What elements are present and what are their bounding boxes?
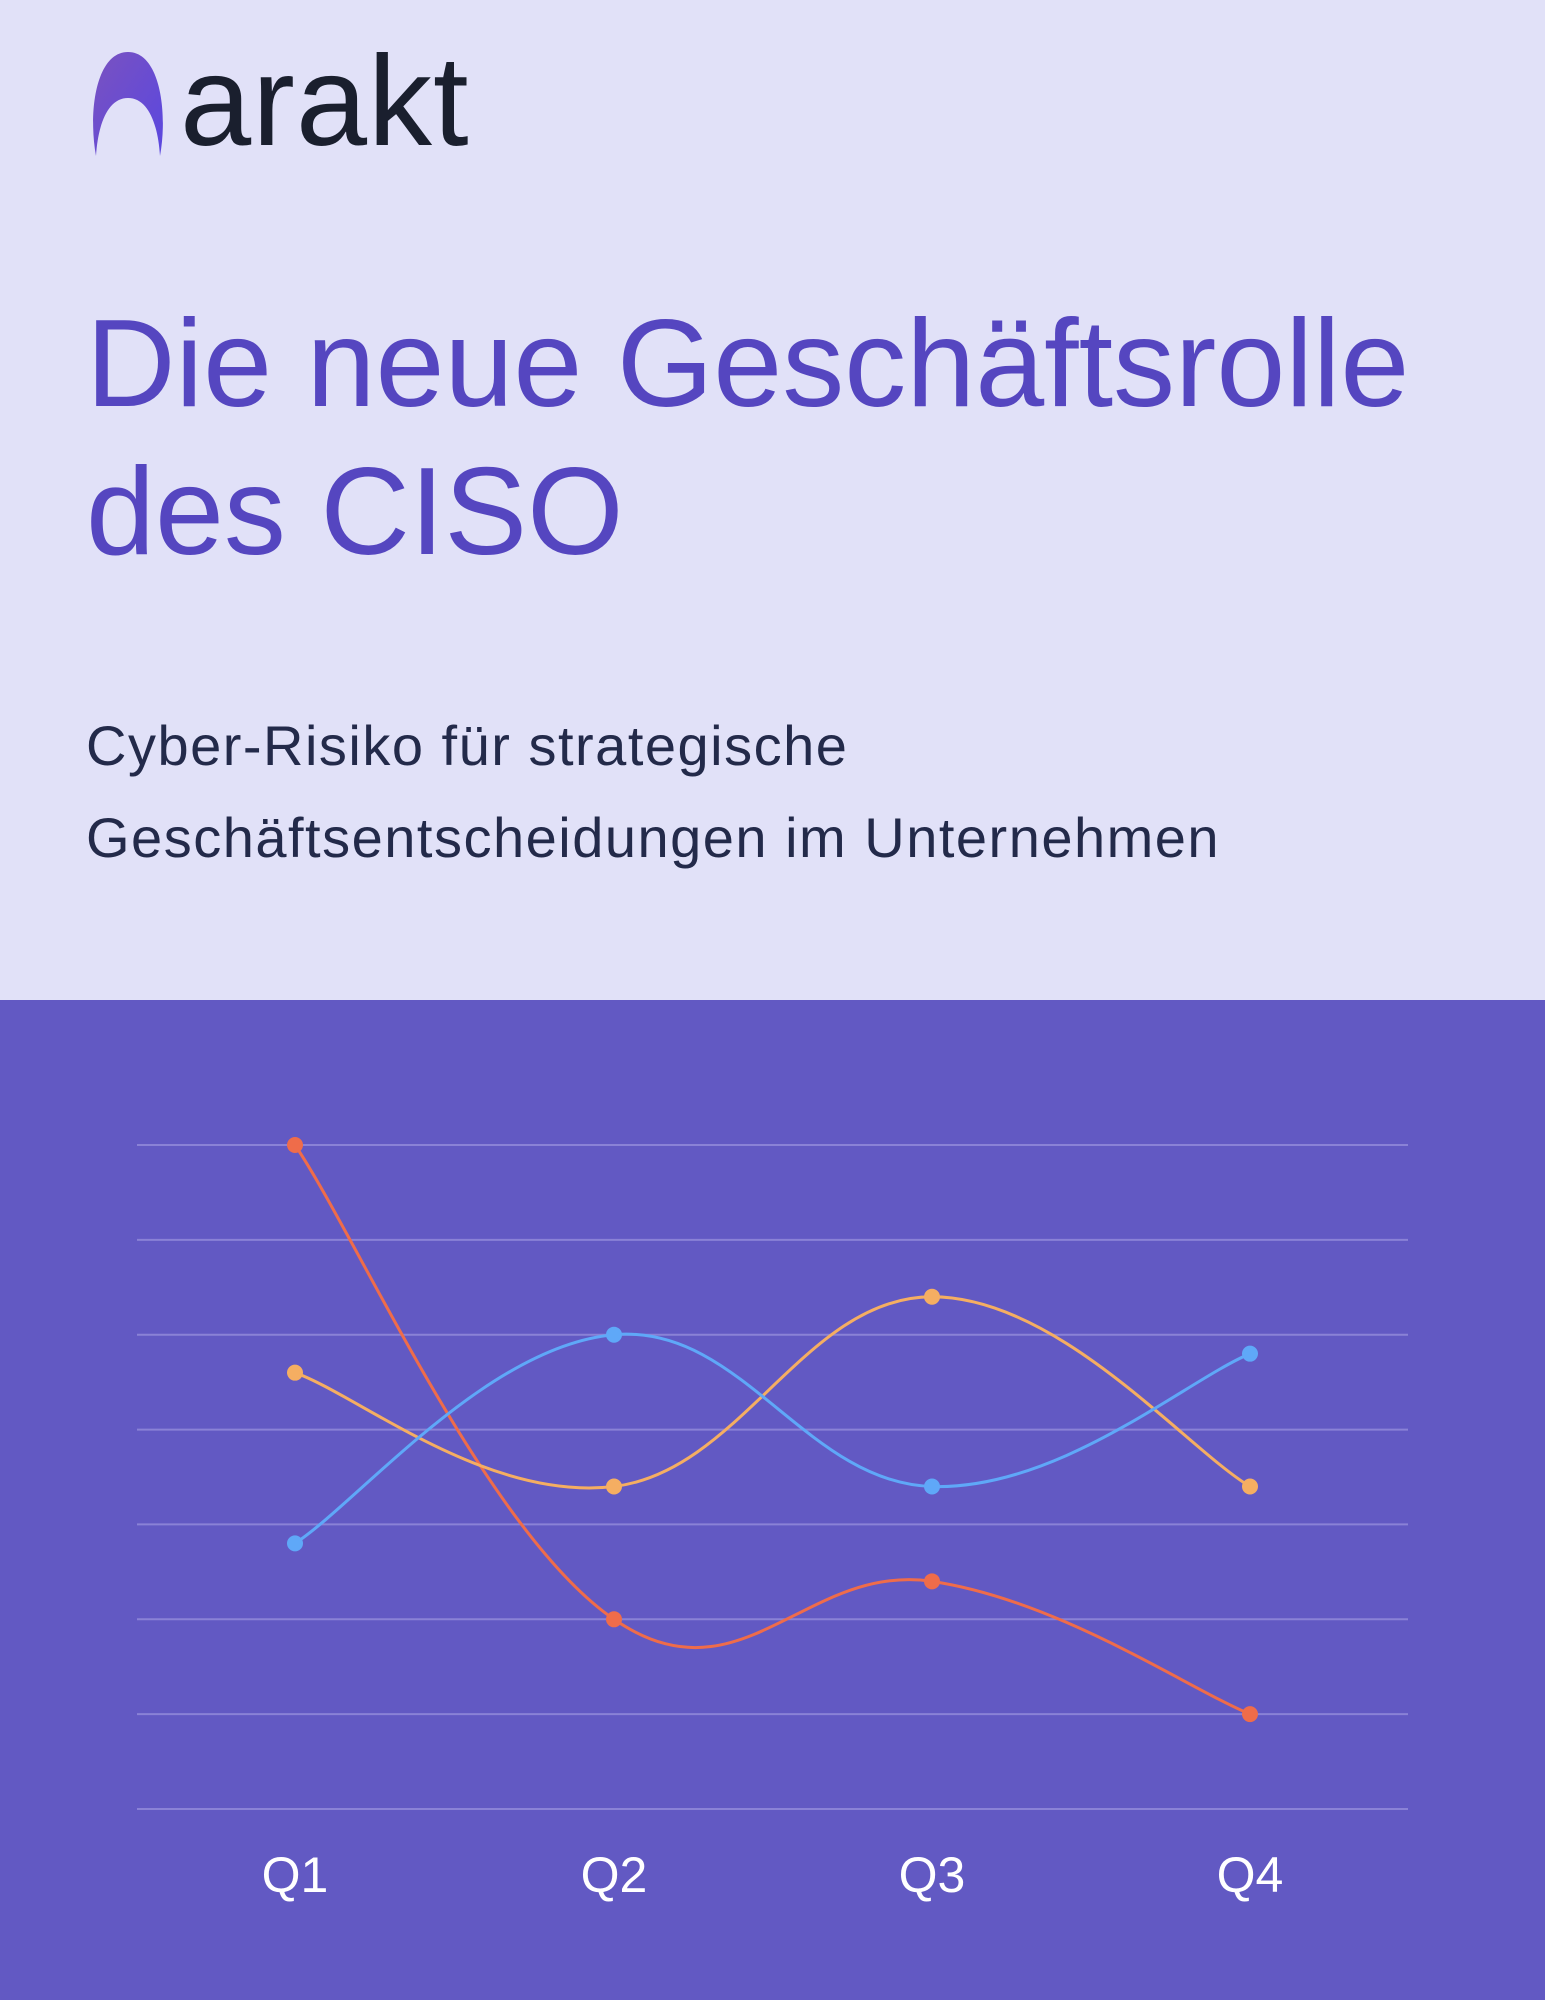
x-tick-label: Q2 xyxy=(581,1847,648,1903)
data-point xyxy=(1242,1345,1258,1362)
data-point xyxy=(924,1478,940,1495)
page-title: Die neue Geschäftsrolle des CISO xyxy=(86,290,1409,586)
line-chart: Q1 Q2 Q3 Q4 xyxy=(137,1137,1408,1903)
brand-name: arakt xyxy=(180,30,470,173)
data-point xyxy=(606,1611,622,1628)
subtitle-line: Cyber-Risiko für strategische xyxy=(86,714,849,777)
data-point xyxy=(287,1137,303,1153)
data-point xyxy=(287,1535,303,1552)
x-tick-label: Q4 xyxy=(1217,1847,1284,1903)
data-point xyxy=(1242,1706,1258,1723)
x-tick-label: Q1 xyxy=(262,1847,329,1903)
title-line: Die neue Geschäftsrolle xyxy=(86,295,1410,433)
title-line: des CISO xyxy=(86,443,624,581)
data-point xyxy=(1242,1478,1258,1495)
arch-logo-icon xyxy=(93,52,163,156)
series-line-1 xyxy=(293,1144,1251,1716)
subtitle-line: Geschäftsentscheidungen im Unternehmen xyxy=(86,806,1221,869)
chart-section xyxy=(0,1000,1545,2000)
header-section: arakt Die neue Geschäftsrolle des CISO C… xyxy=(0,0,1545,1000)
series-line-2 xyxy=(294,1295,1251,1490)
x-tick-label: Q3 xyxy=(899,1847,966,1903)
brand-logo: arakt xyxy=(92,30,470,173)
data-point xyxy=(606,1326,622,1343)
data-point xyxy=(924,1288,940,1305)
page-subtitle: Cyber-Risiko für strategische Geschäftse… xyxy=(86,700,1220,884)
data-point xyxy=(924,1573,940,1590)
data-point xyxy=(606,1478,622,1495)
series-line-3 xyxy=(294,1332,1251,1545)
data-point xyxy=(287,1364,303,1381)
